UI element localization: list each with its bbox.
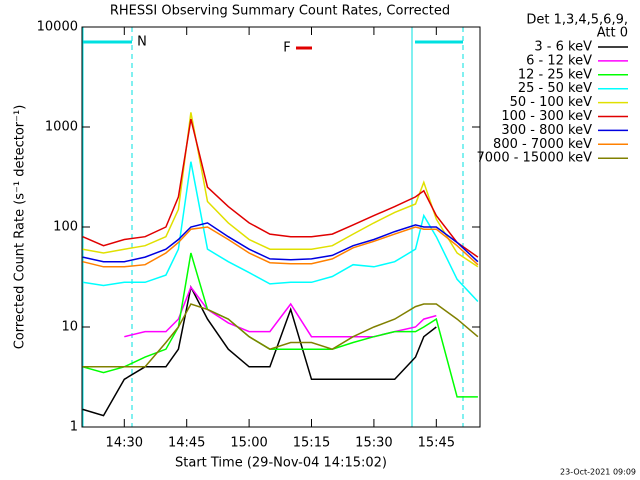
legend-label: 50 - 100 keV <box>510 95 593 110</box>
x-tick-label: 15:15 <box>293 436 330 451</box>
x-tick-label: 14:45 <box>168 436 205 451</box>
x-tick-label: 14:30 <box>106 436 143 451</box>
legend-label: 7000 - 15000 keV <box>477 151 593 166</box>
legend-label: 6 - 12 keV <box>526 53 592 68</box>
legend-label: 100 - 300 keV <box>501 109 592 124</box>
series-line <box>82 112 479 268</box>
series-line <box>82 161 479 303</box>
series-line <box>82 222 479 263</box>
y-tick-label: 1000 <box>45 120 78 135</box>
legend-header: Att 0 <box>597 26 628 41</box>
series-line <box>82 303 479 368</box>
legend-label: 300 - 800 keV <box>501 123 592 138</box>
series-line <box>82 252 478 398</box>
annotation: N <box>137 35 147 50</box>
legend-label: 3 - 6 keV <box>534 40 592 55</box>
series-line <box>82 226 479 268</box>
chart-title: RHESSI Observing Summary Count Rates, Co… <box>110 4 450 19</box>
legend-header: Det 1,3,4,5,6,9, <box>526 13 628 28</box>
timestamp: 23-Oct-2021 09:09 <box>560 468 636 477</box>
x-tick-label: 15:45 <box>418 436 455 451</box>
x-tick-label: 15:00 <box>230 436 267 451</box>
x-tick-label: 15:30 <box>355 436 392 451</box>
annotation: F <box>283 41 290 56</box>
legend-label: 25 - 50 keV <box>518 81 592 96</box>
series-line <box>82 284 437 417</box>
x-axis-label: Start Time (29-Nov-04 14:15:02) <box>175 456 387 471</box>
y-tick-label: 10 <box>61 320 78 335</box>
series-line <box>82 118 479 258</box>
legend-label: 800 - 7000 keV <box>493 137 592 152</box>
y-axis-label: Corrected Count Rate (s⁻¹ detector⁻¹) <box>13 105 28 350</box>
y-tick-label: 10000 <box>37 20 78 35</box>
y-tick-label: 100 <box>53 220 78 235</box>
legend-label: 12 - 25 keV <box>518 67 592 82</box>
y-tick-label: 1 <box>70 420 78 435</box>
series-line <box>124 285 437 338</box>
